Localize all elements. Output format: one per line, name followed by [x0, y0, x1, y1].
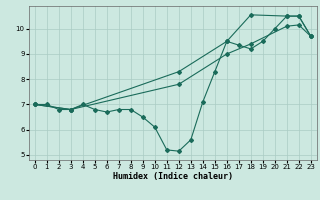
X-axis label: Humidex (Indice chaleur): Humidex (Indice chaleur) — [113, 172, 233, 181]
